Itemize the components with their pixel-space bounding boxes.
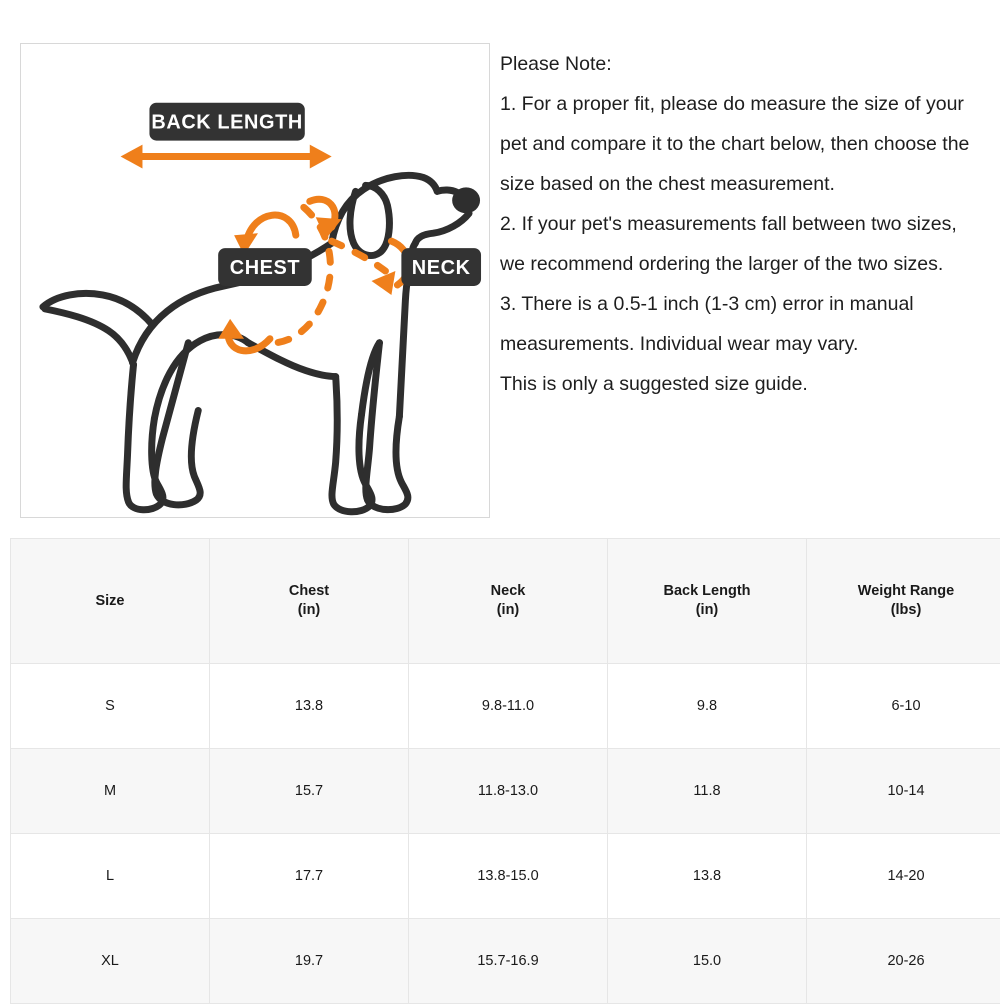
dog-hind-leg-near xyxy=(155,343,200,505)
cell-chest: 13.8 xyxy=(210,664,409,749)
cell-weight: 14-20 xyxy=(807,834,1000,919)
badge-neck-label: NECK xyxy=(412,257,471,279)
column-header-back-length-name: Back Length xyxy=(663,583,750,599)
badge-chest: CHEST xyxy=(218,248,312,286)
column-header-neck: Neck (in) xyxy=(409,539,608,664)
badge-neck: NECK xyxy=(401,248,481,286)
column-header-weight-range-unit: (lbs) xyxy=(808,601,1000,620)
table-header-row: Size Chest (in) Neck (in) Back Length (i… xyxy=(11,539,1000,664)
cell-weight: 20-26 xyxy=(807,919,1000,1004)
dog-brow xyxy=(437,190,457,192)
note-heading: Please Note: xyxy=(500,44,1000,84)
cell-chest: 19.7 xyxy=(210,919,409,1004)
size-chart-table: Size Chest (in) Neck (in) Back Length (i… xyxy=(10,538,1000,1004)
back-length-arrow-head-right xyxy=(310,145,332,169)
note-line: This is only a suggested size guide. xyxy=(500,364,1000,404)
note-line: 2. If your pet's measurements fall betwe… xyxy=(500,204,1000,244)
column-header-size: Size xyxy=(11,539,210,664)
note-line: 1. For a proper fit, please do measure t… xyxy=(500,84,1000,124)
cell-neck: 13.8-15.0 xyxy=(409,834,608,919)
note-line: 3. There is a 0.5-1 inch (1-3 cm) error … xyxy=(500,284,1000,324)
column-header-weight-range-name: Weight Range xyxy=(858,583,954,599)
badge-back-length-label: BACK LENGTH xyxy=(151,112,302,134)
note-line: pet and compare it to the chart below, t… xyxy=(500,124,1000,164)
dog-muzzle-under xyxy=(415,213,469,243)
cell-chest: 17.7 xyxy=(210,834,409,919)
cell-neck: 11.8-13.0 xyxy=(409,749,608,834)
cell-size: S xyxy=(11,664,210,749)
column-header-back-length-unit: (in) xyxy=(609,601,805,620)
table-row: L 17.7 13.8-15.0 13.8 14-20 xyxy=(11,834,1000,919)
note-line: measurements. Individual wear may vary. xyxy=(500,324,1000,364)
dog-measurement-diagram: BACK LENGTH CHEST NECK xyxy=(20,43,490,518)
cell-chest: 15.7 xyxy=(210,749,409,834)
badge-back-length: BACK LENGTH xyxy=(149,103,304,141)
cell-back-length: 13.8 xyxy=(608,834,807,919)
cell-size: L xyxy=(11,834,210,919)
top-section: BACK LENGTH CHEST NECK Please Note: 1. F… xyxy=(0,0,1000,530)
column-header-weight-range: Weight Range (lbs) xyxy=(807,539,1000,664)
neck-arrow-head xyxy=(372,271,396,295)
column-header-back-length: Back Length (in) xyxy=(608,539,807,664)
column-header-neck-name: Neck xyxy=(491,583,526,599)
chest-arrow-head-bottom xyxy=(218,319,244,339)
note-line: we recommend ordering the larger of the … xyxy=(500,244,1000,284)
cell-weight: 10-14 xyxy=(807,749,1000,834)
cell-size: M xyxy=(11,749,210,834)
cell-weight: 6-10 xyxy=(807,664,1000,749)
note-line: size based on the chest measurement. xyxy=(500,164,1000,204)
please-note-block: Please Note: 1. For a proper fit, please… xyxy=(500,44,1000,404)
column-header-neck-unit: (in) xyxy=(410,601,606,620)
cell-back-length: 15.0 xyxy=(608,919,807,1004)
cell-neck: 15.7-16.9 xyxy=(409,919,608,1004)
cell-back-length: 9.8 xyxy=(608,664,807,749)
table-row: S 13.8 9.8-11.0 9.8 6-10 xyxy=(11,664,1000,749)
badge-chest-label: CHEST xyxy=(230,257,300,279)
column-header-chest-unit: (in) xyxy=(211,601,407,620)
cell-size: XL xyxy=(11,919,210,1004)
dog-nose xyxy=(452,187,480,213)
table-row: M 15.7 11.8-13.0 11.8 10-14 xyxy=(11,749,1000,834)
dog-ear xyxy=(350,185,389,255)
column-header-chest-name: Chest xyxy=(289,583,329,599)
column-header-chest: Chest (in) xyxy=(210,539,409,664)
column-header-size-name: Size xyxy=(95,593,124,609)
dog-tail-lower xyxy=(45,309,134,365)
cell-back-length: 11.8 xyxy=(608,749,807,834)
cell-neck: 9.8-11.0 xyxy=(409,664,608,749)
back-length-arrow-head-left xyxy=(121,145,143,169)
table-row: XL 19.7 15.7-16.9 15.0 20-26 xyxy=(11,919,1000,1004)
